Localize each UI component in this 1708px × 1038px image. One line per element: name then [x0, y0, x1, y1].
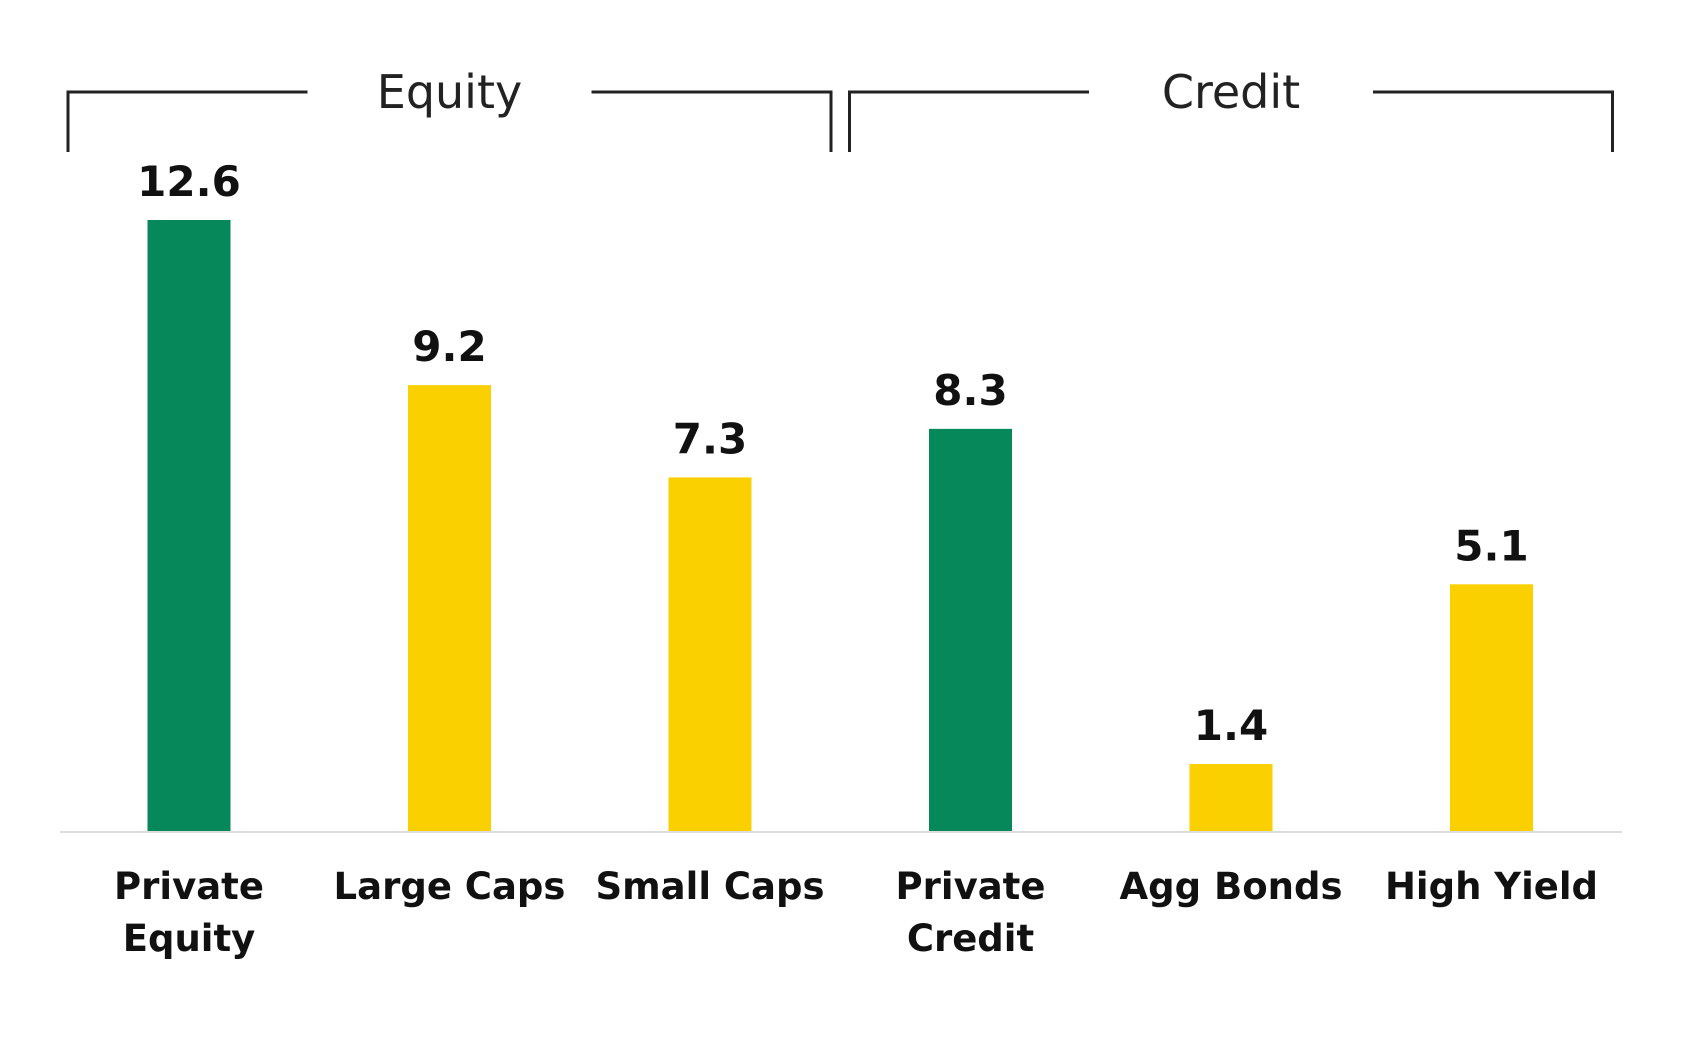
category-labels: Private Equity Large Caps Small Caps Private…	[114, 865, 1598, 960]
bars	[147, 220, 1533, 832]
value-label-4: 1.4	[1194, 701, 1268, 750]
category-label-1-line-0: Large Caps	[334, 865, 566, 908]
category-label-3-line-0: Private	[896, 865, 1046, 908]
category-label-5-line-0: High Yield	[1385, 865, 1598, 908]
bar-0	[147, 220, 231, 832]
category-label-0-line-0: Private	[114, 865, 264, 908]
group-label-equity: Equity	[377, 65, 522, 119]
value-label-1: 9.2	[412, 322, 486, 371]
category-label-0-line-1: Equity	[123, 917, 256, 960]
group-bracket-right-0	[591, 90, 833, 152]
group-brackets: Equity Credit	[66, 65, 1614, 152]
value-labels: 12.6 9.2 7.3 8.3 1.4 5.1	[137, 157, 1529, 750]
value-label-3: 8.3	[933, 366, 1007, 415]
group-bracket-left-1	[848, 90, 1089, 152]
bar-3	[929, 428, 1012, 832]
category-label-3-line-1: Credit	[907, 917, 1034, 960]
bar-4	[1189, 764, 1273, 832]
bar-2	[668, 477, 752, 832]
group-bracket-right-1	[1373, 90, 1614, 152]
value-label-0: 12.6	[137, 157, 241, 206]
group-bracket-left-0	[66, 90, 308, 152]
value-label-5: 5.1	[1454, 521, 1528, 570]
category-label-4-line-0: Agg Bonds	[1120, 865, 1343, 908]
bar-1	[408, 385, 491, 832]
value-label-2: 7.3	[673, 414, 747, 463]
category-label-2-line-0: Small Caps	[595, 865, 824, 908]
group-label-credit: Credit	[1162, 65, 1300, 119]
bar-5	[1450, 584, 1533, 832]
